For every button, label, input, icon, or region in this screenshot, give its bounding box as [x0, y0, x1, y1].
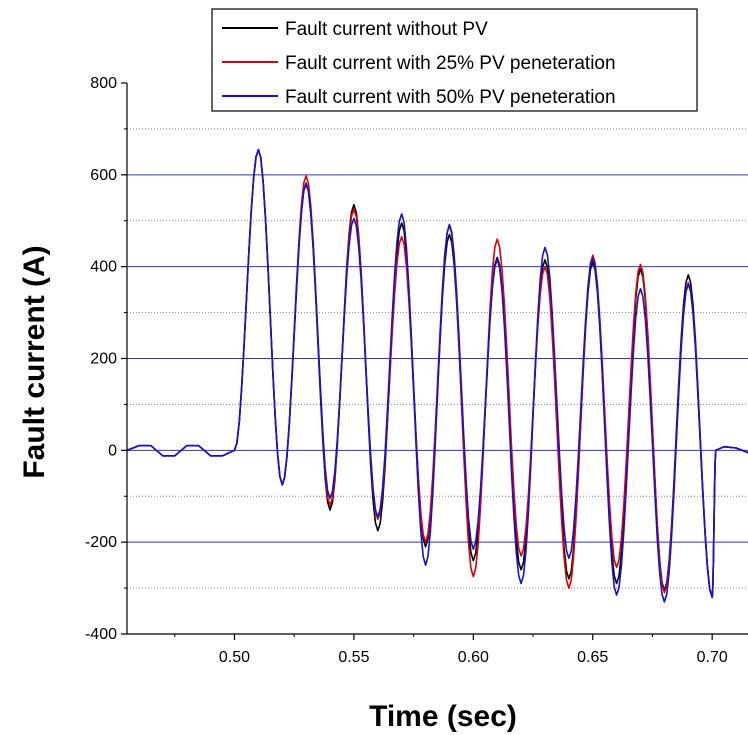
y-axis-title: Fault current (A)	[18, 245, 51, 478]
x-tick-label: 0.50	[219, 649, 250, 666]
y-tick-label: 0	[108, 442, 117, 459]
grid	[127, 128, 748, 589]
legend: Fault current without PV Fault current wi…	[211, 8, 698, 112]
series-line-3	[126, 148, 748, 603]
legend-label-2: Fault current with 25% PV peneteration	[285, 53, 616, 74]
legend-label-3: Fault current with 50% PV peneteration	[285, 87, 616, 108]
y-tick-label: -200	[85, 534, 117, 551]
x-axis-title: Time (sec)	[369, 700, 517, 733]
legend-label-1: Fault current without PV	[285, 19, 488, 40]
legend-box	[211, 8, 698, 112]
x-tick-label: 0.60	[458, 649, 489, 666]
x-tick-label: 0.65	[577, 649, 608, 666]
x-tick-label: 0.70	[697, 649, 728, 666]
axes: -400 -200 0 200 400 600 800 0.50 0.55 0.60 0.65 0.7…	[85, 75, 748, 666]
y-tick-label: 400	[90, 259, 117, 276]
x-tick-label: 0.55	[338, 649, 369, 666]
series-line-2	[126, 148, 748, 599]
y-tick-label: -400	[85, 626, 117, 643]
y-tick-label: 800	[90, 75, 117, 92]
y-tick-label: 200	[90, 351, 117, 368]
y-tick-label: 600	[90, 167, 117, 184]
series-lines	[126, 148, 748, 603]
